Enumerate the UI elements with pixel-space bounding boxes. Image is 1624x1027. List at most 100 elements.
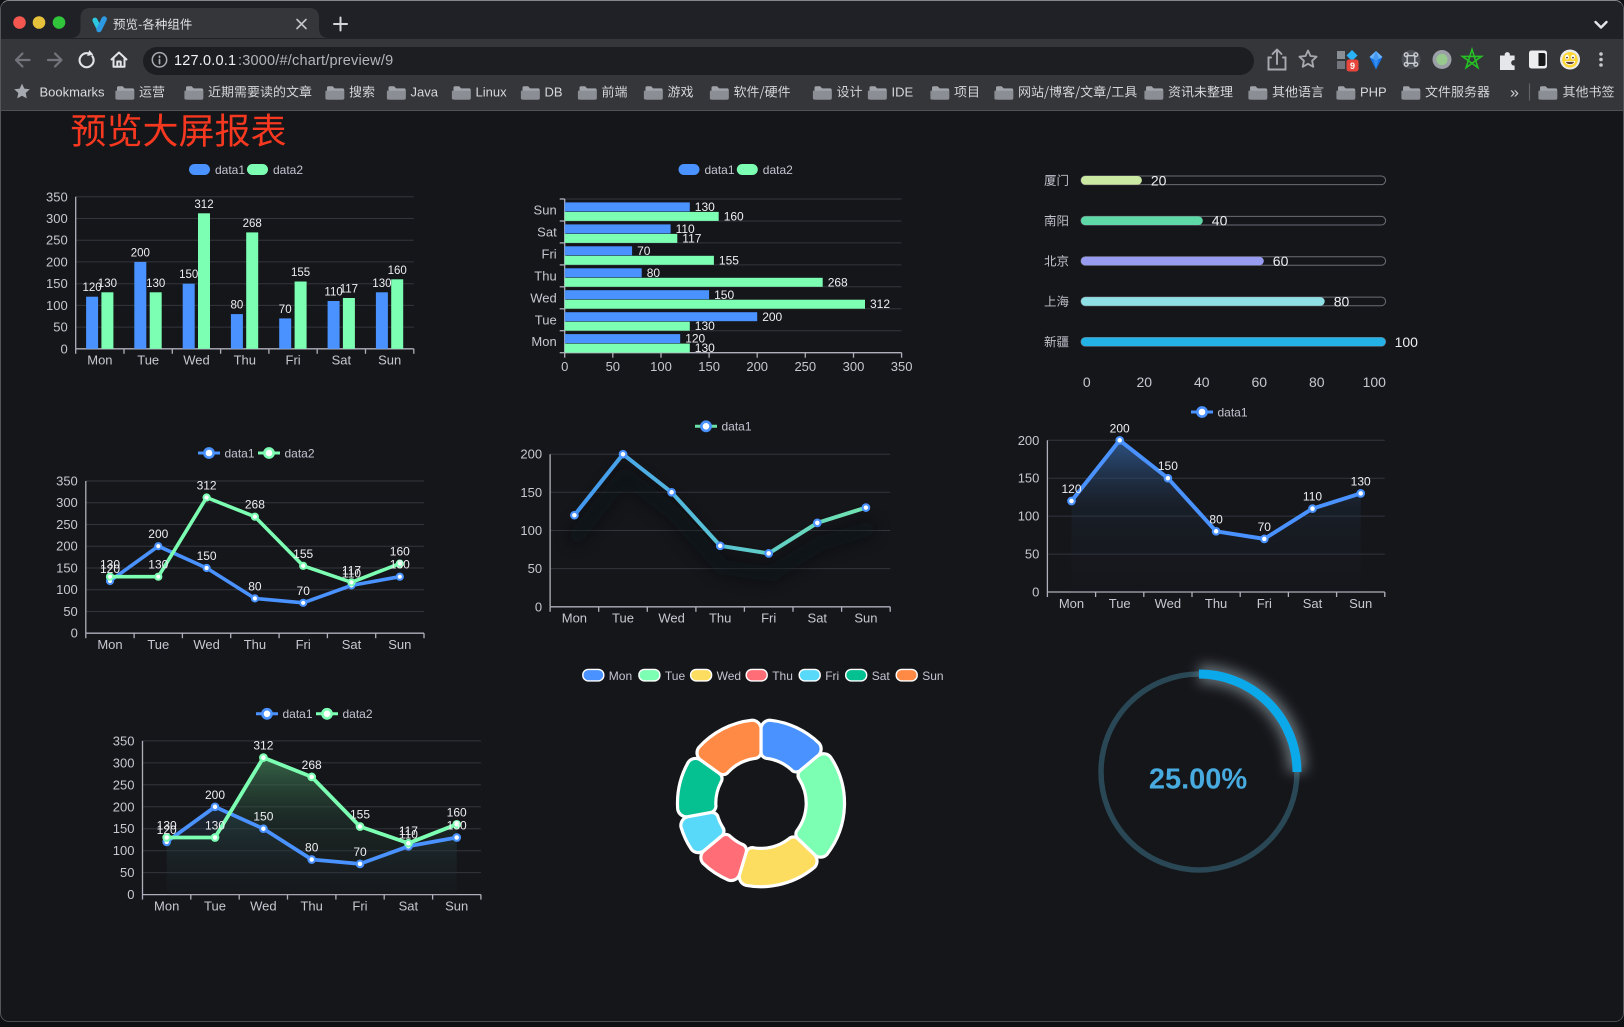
svg-text:130: 130 (148, 558, 168, 572)
svg-text:0: 0 (60, 341, 67, 356)
svg-text:Mon: Mon (1059, 596, 1084, 611)
svg-text:80: 80 (305, 841, 319, 855)
svg-text:160: 160 (390, 545, 410, 559)
svg-text:300: 300 (46, 211, 68, 226)
svg-text:Tue: Tue (137, 353, 159, 368)
svg-text:130: 130 (372, 278, 391, 290)
svg-text:Fri: Fri (1257, 596, 1272, 611)
svg-text:130: 130 (146, 278, 165, 290)
svg-text:130: 130 (695, 200, 715, 214)
svg-text:Thu: Thu (772, 669, 793, 683)
svg-text:130: 130 (205, 819, 225, 833)
svg-text:100: 100 (1018, 509, 1040, 524)
svg-text:350: 350 (891, 359, 913, 374)
svg-text:Sat: Sat (872, 669, 891, 683)
svg-text:Wed: Wed (717, 669, 741, 683)
svg-text::3000/#/chart/preview/9: :3000/#/chart/preview/9 (238, 53, 393, 69)
svg-text:50: 50 (63, 604, 77, 619)
svg-text:data2: data2 (763, 163, 793, 177)
svg-text:Mon: Mon (531, 334, 556, 349)
svg-text:Tue: Tue (147, 637, 169, 652)
svg-text:268: 268 (828, 275, 848, 289)
svg-text:130: 130 (390, 558, 410, 572)
svg-text:20: 20 (1137, 374, 1153, 390)
svg-text:Mon: Mon (154, 899, 179, 914)
svg-text:Wed: Wed (1155, 596, 1182, 611)
svg-text:40: 40 (1194, 374, 1210, 390)
svg-text:120: 120 (685, 332, 705, 346)
svg-text:Fri: Fri (825, 669, 839, 683)
svg-text:25.00%: 25.00% (1149, 764, 1248, 796)
svg-text:PHP: PHP (1360, 85, 1387, 100)
svg-text:»: » (1510, 85, 1519, 102)
svg-text:350: 350 (46, 189, 68, 204)
svg-text:Tue: Tue (612, 611, 634, 626)
svg-text:Wed: Wed (193, 637, 220, 652)
svg-text:155: 155 (291, 267, 310, 279)
svg-text:117: 117 (342, 563, 361, 577)
svg-text:120: 120 (100, 562, 120, 576)
svg-text:Sun: Sun (922, 669, 943, 683)
svg-text:Tue: Tue (204, 899, 226, 914)
svg-text:120: 120 (83, 282, 102, 294)
svg-text:70: 70 (1258, 520, 1272, 534)
svg-text:200: 200 (131, 247, 150, 259)
svg-text:Thu: Thu (234, 353, 256, 368)
svg-text:0: 0 (71, 626, 78, 641)
svg-text:200: 200 (520, 447, 542, 462)
svg-text:250: 250 (113, 777, 135, 792)
svg-text:Sun: Sun (445, 899, 468, 914)
svg-text:130: 130 (98, 278, 117, 290)
svg-text:117: 117 (682, 231, 701, 245)
svg-text:0: 0 (561, 359, 568, 374)
svg-text:155: 155 (350, 808, 370, 822)
svg-text:data1: data1 (1218, 405, 1248, 419)
svg-text:Tue: Tue (665, 669, 686, 683)
svg-text:110: 110 (324, 287, 342, 299)
svg-text:50: 50 (120, 865, 134, 880)
svg-text:312: 312 (194, 199, 213, 211)
svg-text:200: 200 (148, 527, 168, 541)
svg-text:312: 312 (870, 297, 890, 311)
svg-text:Sat: Sat (537, 224, 557, 239)
svg-text:Sat: Sat (342, 637, 362, 652)
svg-text:150: 150 (179, 269, 198, 281)
svg-text:268: 268 (302, 758, 322, 772)
svg-text:data2: data2 (285, 446, 315, 460)
svg-text:0: 0 (1083, 374, 1091, 390)
svg-text:200: 200 (205, 788, 225, 802)
svg-text:150: 150 (113, 821, 135, 836)
svg-text:100: 100 (1363, 374, 1387, 390)
svg-text:150: 150 (1018, 471, 1040, 486)
svg-text:117: 117 (340, 284, 358, 296)
svg-text:Mon: Mon (562, 611, 587, 626)
svg-text:data1: data1 (225, 446, 255, 460)
svg-text:150: 150 (714, 288, 734, 302)
svg-text:250: 250 (794, 359, 816, 374)
svg-text:70: 70 (297, 584, 311, 598)
svg-text:70: 70 (637, 244, 651, 258)
svg-text:50: 50 (528, 561, 542, 576)
svg-text:160: 160 (724, 209, 744, 223)
svg-text:Mon: Mon (609, 669, 632, 683)
svg-text:Wed: Wed (530, 290, 557, 305)
svg-text:0: 0 (535, 599, 542, 614)
svg-text:100: 100 (46, 298, 68, 313)
svg-text:60: 60 (1252, 374, 1268, 390)
svg-text:60: 60 (1273, 253, 1289, 269)
svg-text:Java: Java (411, 85, 439, 100)
svg-text:130: 130 (695, 341, 715, 355)
svg-text:127.0.0.1: 127.0.0.1 (174, 53, 236, 69)
svg-text:120: 120 (157, 823, 177, 837)
svg-text:100: 100 (1395, 334, 1419, 350)
svg-text:100: 100 (113, 843, 135, 858)
svg-text:110: 110 (342, 566, 361, 580)
svg-text:40: 40 (1212, 213, 1228, 229)
svg-text:Tue: Tue (535, 312, 557, 327)
svg-text:Sat: Sat (332, 353, 352, 368)
svg-text:160: 160 (388, 265, 407, 277)
svg-text:100: 100 (56, 582, 78, 597)
svg-text:Mon: Mon (87, 353, 112, 368)
svg-text:110: 110 (399, 827, 418, 841)
svg-text:Sun: Sun (854, 611, 877, 626)
